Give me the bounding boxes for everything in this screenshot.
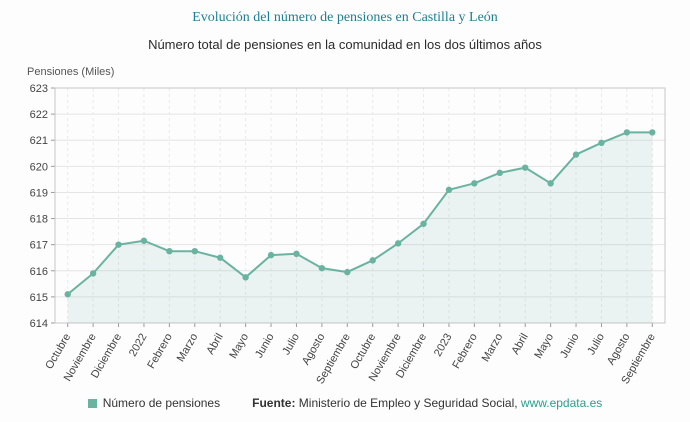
legend-label: Número de pensiones (102, 396, 221, 410)
data-point[interactable] (293, 250, 300, 258)
data-point[interactable] (267, 251, 275, 259)
y-tick-label: 619 (30, 187, 48, 199)
x-tick-label: Agosto (605, 332, 633, 368)
source-text: Ministerio de Empleo y Seguridad Social, (295, 396, 521, 410)
x-tick-label: Abril (204, 332, 225, 357)
source-link[interactable]: www.epdata.es (520, 396, 603, 410)
data-point[interactable] (598, 139, 605, 147)
x-tick-label: Mayo (227, 332, 251, 361)
legend: Número de pensiones (87, 396, 221, 410)
data-point[interactable] (318, 264, 326, 272)
x-tick-label: Julio (280, 332, 302, 358)
chart-subtitle: Número total de pensiones en la comunida… (148, 37, 542, 52)
data-point[interactable] (572, 151, 580, 158)
y-tick-label: 616 (30, 266, 48, 278)
data-point[interactable] (115, 241, 122, 248)
x-tick-label: Junio (253, 332, 277, 361)
y-tick-label: 623 (30, 83, 48, 95)
plot-border (54, 87, 666, 324)
x-tick-label: Mayo (532, 332, 556, 361)
legend-swatch-icon (87, 398, 97, 408)
data-point[interactable] (166, 247, 173, 255)
y-tick-label: 622 (30, 109, 48, 121)
y-tick-label: 621 (30, 135, 48, 147)
data-point[interactable] (649, 129, 656, 136)
pensions-line-chart: 614615616617618619620621622623OctubreNov… (30, 83, 666, 386)
x-tick-label: Agosto (300, 332, 328, 368)
data-point[interactable] (394, 240, 402, 247)
data-point[interactable] (445, 186, 453, 194)
chart-footer: Número de pensiones Fuente: Ministerio d… (0, 396, 690, 410)
y-tick-label: 618 (30, 214, 48, 226)
x-tick-label: Marzo (175, 332, 201, 364)
x-tick-label: Julio (585, 332, 607, 358)
y-tick-label: 615 (30, 292, 48, 304)
data-point[interactable] (547, 180, 554, 187)
x-tick-label: Junio (558, 332, 582, 361)
data-point[interactable] (242, 274, 249, 281)
x-tick-label: 2022 (127, 332, 150, 359)
y-tick-label: 614 (30, 318, 48, 330)
source-line: Fuente: Ministerio de Empleo y Seguridad… (252, 396, 602, 410)
data-point[interactable] (140, 237, 148, 244)
x-tick-label: Marzo (480, 331, 506, 363)
data-point[interactable] (64, 291, 71, 298)
data-point[interactable] (217, 254, 224, 261)
x-tick-label: Febrero (450, 332, 480, 371)
data-point[interactable] (191, 247, 198, 255)
series-line (67, 131, 653, 296)
data-point[interactable] (496, 169, 503, 177)
series-area-fill (67, 132, 653, 323)
x-tick-label: Febrero (145, 332, 175, 371)
data-point[interactable] (89, 270, 97, 277)
data-point[interactable] (471, 180, 478, 187)
page-title: Evolución del número de pensiones en Cas… (192, 10, 498, 25)
y-axis-title: Pensiones (Miles) (27, 66, 115, 78)
data-point[interactable] (369, 257, 376, 264)
data-point[interactable] (344, 268, 351, 276)
x-tick-label: Abril (509, 332, 530, 357)
y-tick-label: 617 (30, 240, 48, 252)
source-prefix: Fuente: (252, 396, 296, 410)
data-point[interactable] (522, 164, 529, 171)
y-tick-label: 620 (30, 161, 48, 173)
data-point[interactable] (623, 129, 631, 136)
data-point[interactable] (420, 220, 427, 227)
x-tick-label: 2023 (432, 332, 455, 359)
